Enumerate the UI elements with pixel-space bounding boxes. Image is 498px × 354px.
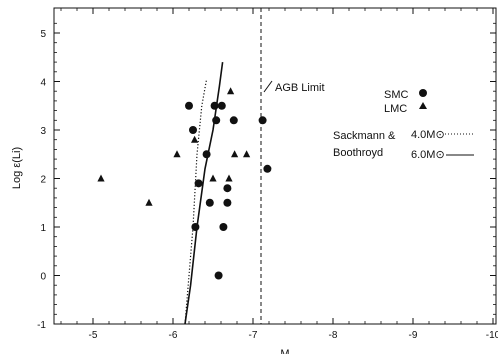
legend-models-line1: Sackmann & [333,130,396,142]
lmc-point [231,150,239,158]
lmc-point [225,174,233,182]
smc-point [189,126,197,134]
smc-point [223,198,232,207]
lmc-point [97,174,105,182]
legend: SMC LMC Sackmann & Boothroyd 4.0M⊙ 6.0M⊙ [333,89,474,161]
x-tick-label: -5 [89,330,98,341]
smc-point [205,198,214,207]
y-axis-label: Log ε(Li) [11,147,23,189]
x-axis-label: M [280,348,289,354]
smc-point [185,101,193,110]
smc-point [223,184,232,193]
x-tick-label: -9 [409,330,418,341]
smc-point [202,150,211,159]
y-tick-label: 1 [40,223,46,234]
data-points [97,87,272,280]
x-tick-label: -8 [329,330,338,341]
lmc-point [173,150,181,158]
lmc-point [227,87,235,95]
smc-point [194,179,203,188]
smc-point [214,271,223,280]
lmc-point [191,135,199,143]
smc-point [263,164,272,173]
legend-track-4-label: 4.0M⊙ [411,129,445,141]
x-tick-label: -6 [169,330,178,341]
legend-smc-marker [419,89,427,97]
legend-smc-label: SMC [384,89,409,101]
lmc-point [243,150,251,158]
plot-frame [53,7,497,325]
y-tick-label: 0 [40,272,46,283]
track-4msun-line [184,78,208,325]
legend-track-6-label: 6.0M⊙ [411,149,445,161]
lmc-point [209,174,217,182]
y-tick-label: 5 [40,29,46,40]
track-6msun-line [184,61,224,325]
legend-lmc-marker [419,102,427,109]
smc-point [210,101,219,110]
smc-point [219,223,228,231]
agb-pointer [263,80,273,93]
legend-lmc-label: LMC [384,103,407,115]
tracks [184,61,224,325]
x-tick-label: -7 [249,330,258,341]
x-tick-label: -10 [486,330,498,341]
axes [53,7,497,325]
y-tick-label: 4 [40,78,46,89]
legend-models-line2: Boothroyd [333,147,383,159]
lmc-point [145,198,153,206]
smc-point [258,116,267,125]
smc-point [229,116,238,125]
agb-limit-label: AGB Limit [275,82,325,94]
y-tick-label: 3 [40,126,46,137]
y-tick-label: 2 [40,175,46,186]
smc-point [191,223,200,231]
smc-point [212,116,221,125]
smc-point [217,101,226,110]
y-tick-label: -1 [37,320,46,331]
agb-annotation: AGB Limit [263,80,325,94]
